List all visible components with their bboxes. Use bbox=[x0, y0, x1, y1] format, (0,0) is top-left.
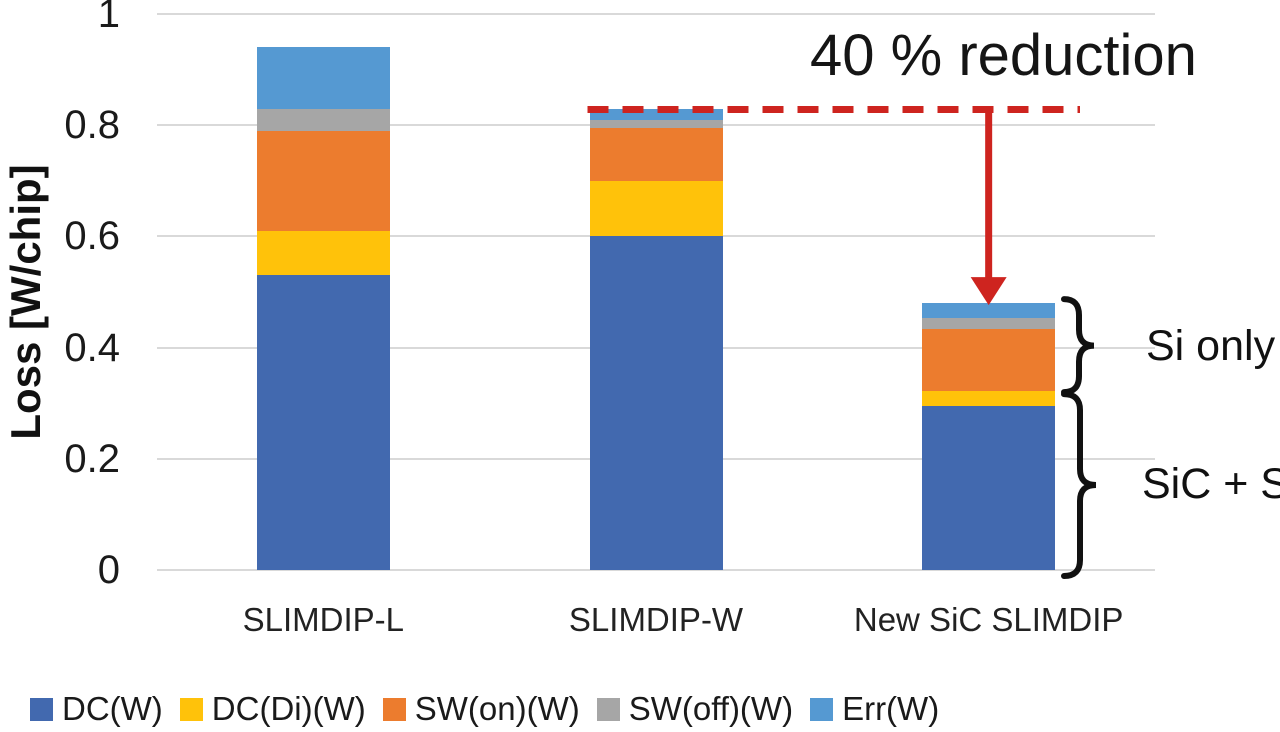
bar-segment-errw bbox=[256, 47, 390, 109]
legend-swatch-icon bbox=[30, 697, 53, 721]
legend-item: DC(Di)(W) bbox=[179, 690, 366, 728]
y-tick-label: 0.4 bbox=[64, 325, 120, 370]
bar-segment-dcw bbox=[922, 405, 1056, 570]
legend-label: DC(Di)(W) bbox=[211, 690, 366, 727]
legend-label: Err(W) bbox=[842, 690, 940, 727]
legend-swatch-icon bbox=[596, 697, 620, 721]
y-tick-label: 0.2 bbox=[64, 436, 120, 481]
bar-segment-dcdiw bbox=[589, 180, 723, 237]
legend-item: SW(on)(W) bbox=[382, 690, 580, 728]
y-tick-label: 0.6 bbox=[64, 214, 120, 259]
y-tick-label: 1 bbox=[97, 0, 120, 36]
legend-label: SW(on)(W) bbox=[414, 690, 580, 727]
bar-segment-dcw bbox=[589, 236, 723, 570]
x-category-label: SLIMDIP-W bbox=[568, 601, 744, 638]
x-category-label: SLIMDIP-L bbox=[242, 601, 405, 638]
reduction-annotation-text: 40 % reduction bbox=[810, 23, 1197, 88]
bar-segment-swonw bbox=[256, 130, 390, 231]
legend-swatch-icon bbox=[810, 697, 834, 721]
bar-segment-swonw bbox=[922, 328, 1056, 391]
legend-item: Err(W) bbox=[810, 690, 939, 728]
x-category-label: New SiC SLIMDIP bbox=[853, 601, 1124, 638]
legend-item: SW(off)(W) bbox=[596, 690, 794, 728]
legend-swatch-icon bbox=[382, 697, 406, 721]
bar-segment-swonw bbox=[589, 128, 723, 181]
bar-segment-swoffw bbox=[256, 108, 390, 131]
y-tick-label: 0 bbox=[97, 548, 120, 592]
bar-segment-swoffw bbox=[922, 317, 1056, 329]
bar-segment-dcw bbox=[256, 275, 390, 570]
bar-segment-dcdiw bbox=[256, 230, 390, 276]
brace-label-si-only: Si only bbox=[1146, 322, 1276, 370]
bar-segment-errw bbox=[922, 303, 1056, 318]
plot-area bbox=[157, 13, 1155, 571]
legend-item: DC(W) bbox=[30, 690, 163, 728]
gridline bbox=[157, 569, 1155, 571]
brace-label-sic-plus-si: SiC + Si bbox=[1142, 460, 1280, 508]
y-tick-label: 0.8 bbox=[64, 103, 120, 148]
legend-swatch-icon bbox=[179, 697, 203, 721]
legend-label: DC(W) bbox=[62, 690, 163, 727]
bar-segment-swoffw bbox=[589, 119, 723, 128]
chart-legend: DC(W) DC(Di)(W) SW(on)(W) SW(off)(W) Err(W) bbox=[30, 686, 939, 732]
bar-segment-errw bbox=[589, 108, 723, 120]
x-axis-category-labels: SLIMDIP-L SLIMDIP-W New SiC SLIMDIP bbox=[157, 601, 1155, 649]
y-axis-tick-labels: 0 0.2 0.4 0.6 0.8 1 bbox=[0, 0, 120, 732]
legend-label: SW(off)(W) bbox=[628, 690, 794, 727]
bar-segment-dcdiw bbox=[922, 390, 1056, 406]
gridline bbox=[157, 13, 1155, 15]
